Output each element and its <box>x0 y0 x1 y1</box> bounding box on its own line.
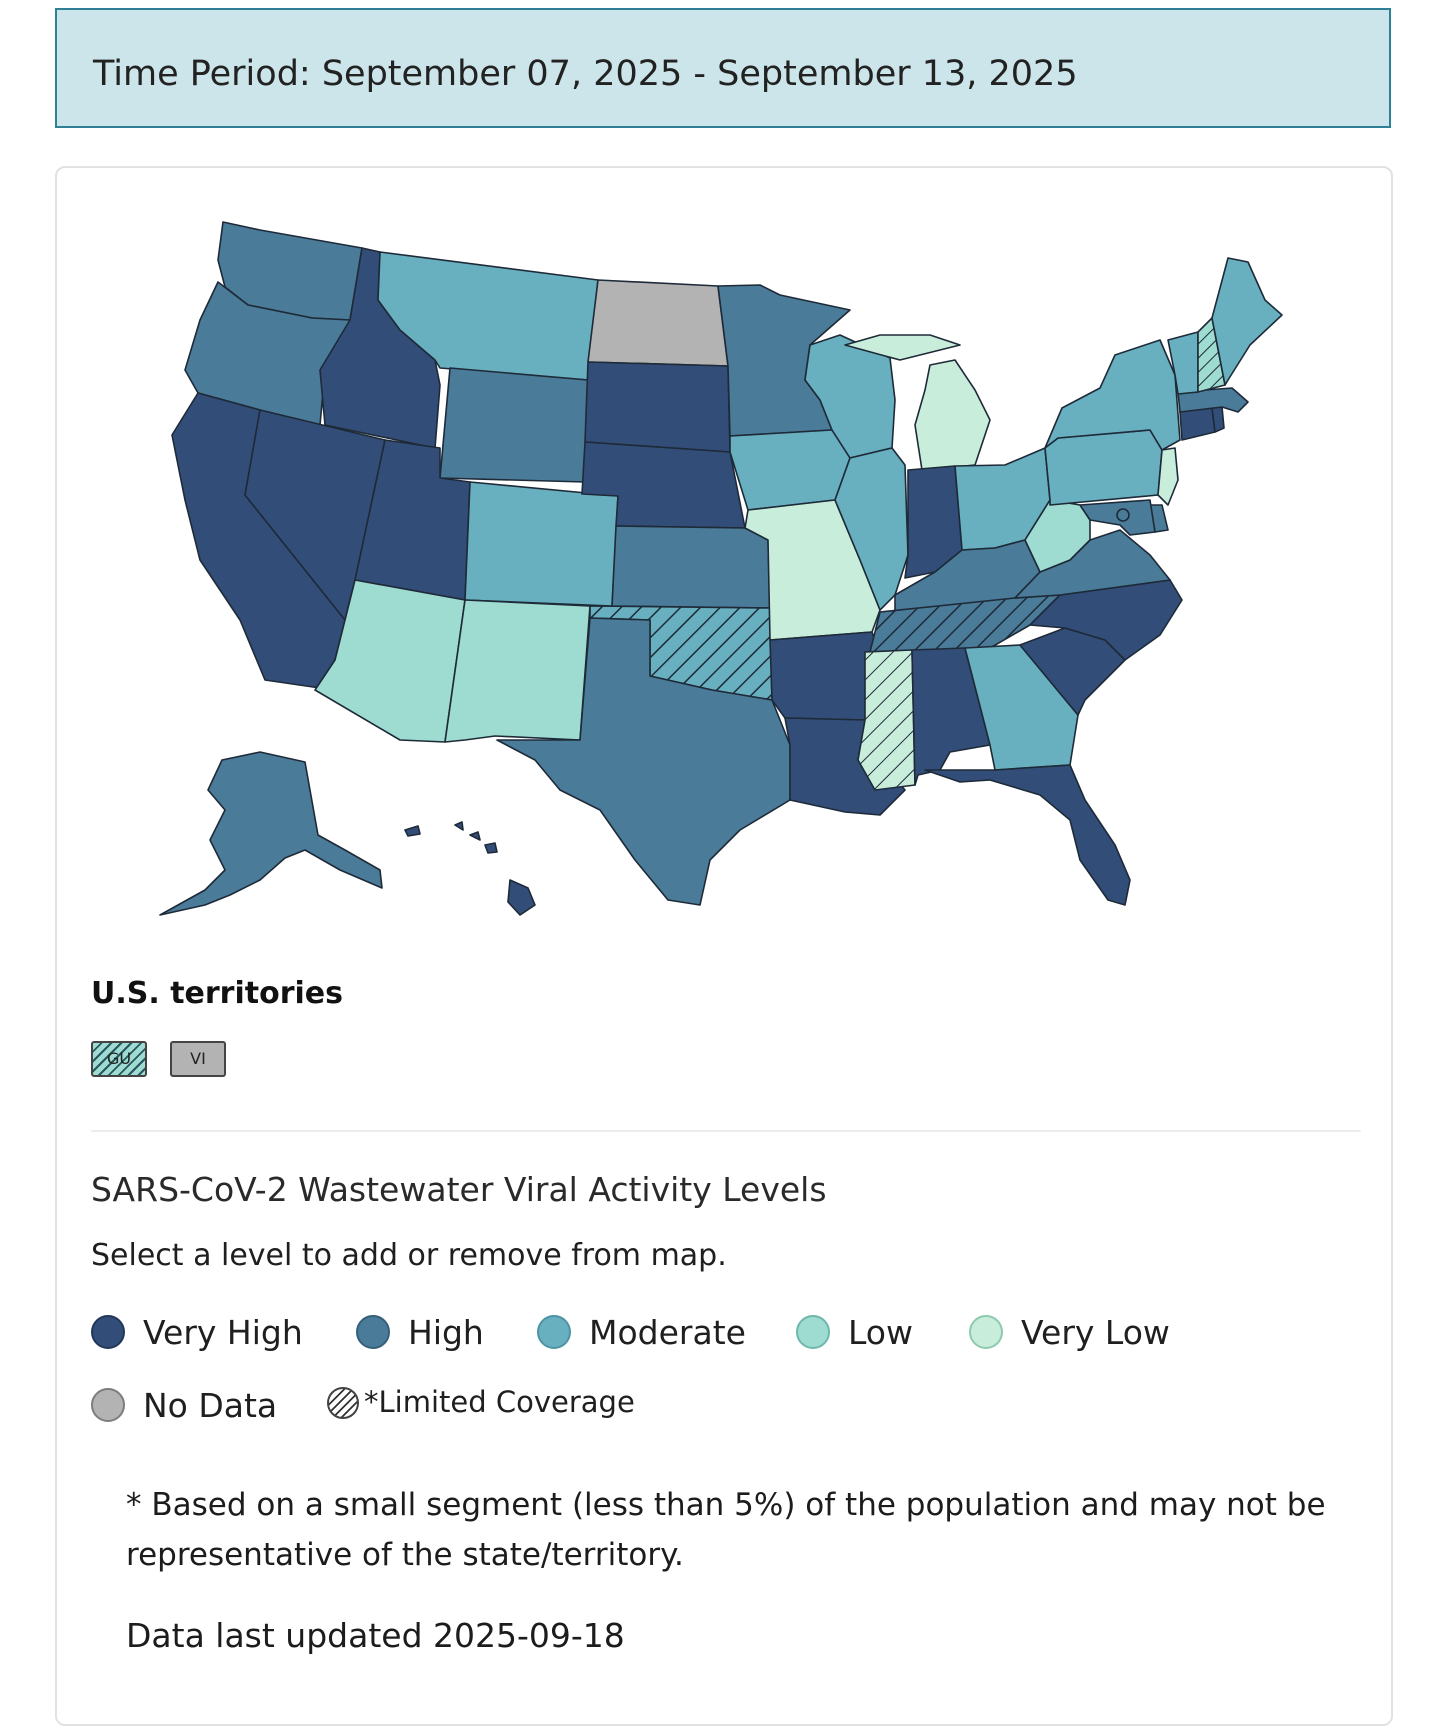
limited-coverage-footnote: * Based on a small segment (less than 5%… <box>126 1487 1326 1573</box>
low-swatch-icon <box>796 1315 830 1349</box>
legend-label: Very Low <box>1021 1313 1170 1352</box>
data-last-updated: Data last updated 2025-09-18 <box>126 1616 625 1655</box>
state-vt[interactable] <box>1167 331 1199 395</box>
legend-label: High <box>408 1313 484 1352</box>
legend-label: *Limited Coverage <box>364 1385 635 1419</box>
hatch-pattern-icon <box>327 1387 359 1419</box>
legend-label: Very High <box>143 1313 303 1352</box>
high-swatch-icon <box>356 1315 390 1349</box>
territory-gu[interactable]: GU <box>91 1041 147 1077</box>
moderate-swatch-icon <box>537 1315 571 1349</box>
state-ct[interactable] <box>1179 407 1216 441</box>
state-ar[interactable] <box>769 631 879 721</box>
us-choropleth-map <box>159 221 1283 916</box>
no-data-swatch-icon <box>91 1388 125 1422</box>
state-wy[interactable] <box>439 367 589 483</box>
state-ms[interactable] <box>857 649 916 791</box>
state-dc[interactable] <box>1116 508 1130 522</box>
state-ri[interactable] <box>1211 406 1225 433</box>
state-pa[interactable] <box>1044 429 1163 506</box>
state-me[interactable] <box>1211 257 1283 386</box>
state-nj[interactable] <box>1157 447 1179 506</box>
time-period-text: Time Period: September 07, 2025 - Septem… <box>93 54 1078 94</box>
time-period-banner: Time Period: September 07, 2025 - Septem… <box>55 8 1391 128</box>
state-tx[interactable] <box>496 617 791 906</box>
legend-label: Moderate <box>589 1313 746 1352</box>
very-low-swatch-icon <box>969 1315 1003 1349</box>
very-high-swatch-icon <box>91 1315 125 1349</box>
state-ak[interactable] <box>159 751 383 916</box>
state-ny[interactable] <box>1044 339 1181 451</box>
territories-title: U.S. territories <box>91 976 343 1011</box>
legend-title: SARS-CoV-2 Wastewater Viral Activity Lev… <box>91 1170 827 1209</box>
legend-instruction: Select a level to add or remove from map… <box>91 1238 727 1273</box>
legend-label: Low <box>848 1313 913 1352</box>
state-ma[interactable] <box>1177 387 1249 413</box>
state-co[interactable] <box>464 481 619 607</box>
territory-vi[interactable]: VI <box>170 1041 226 1077</box>
state-nm[interactable] <box>444 599 591 743</box>
state-fl[interactable] <box>924 764 1131 906</box>
state-sd[interactable] <box>584 361 731 453</box>
state-hi[interactable] <box>404 821 536 916</box>
state-ks[interactable] <box>611 525 771 609</box>
state-ia[interactable] <box>729 429 851 511</box>
legend-label: No Data <box>143 1386 278 1425</box>
legend-divider <box>91 1130 1361 1132</box>
state-nd[interactable] <box>587 279 729 367</box>
